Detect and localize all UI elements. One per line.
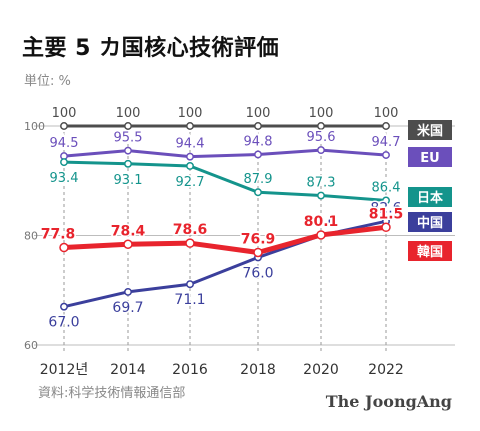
data-label-EU: 95.5: [114, 131, 143, 146]
x-tick-label: 2014: [110, 362, 146, 378]
data-point-日本: [60, 158, 68, 167]
data-point-韓国: [253, 247, 263, 258]
data-point-韓国: [123, 239, 133, 250]
legend-label-韓国: 韓国: [417, 244, 443, 260]
legend-swatch-中国: [408, 212, 452, 232]
chart-title: 主要 5 カ国核心技術評価: [22, 36, 280, 61]
data-point-日本: [254, 188, 262, 197]
data-label-日本: 87.3: [307, 176, 336, 191]
data-point-日本: [317, 191, 325, 200]
x-tick-label: 2016: [172, 362, 208, 378]
data-label-米国: 100: [246, 106, 271, 121]
x-tick-label: 2022: [368, 362, 404, 378]
data-point-韓国: [185, 238, 195, 248]
data-label-EU: 94.5: [50, 136, 79, 151]
x-tick-label: 2018: [240, 362, 276, 378]
series-line-韓国: [63, 224, 387, 255]
brand-logo: The JoongAng: [325, 392, 452, 411]
y-tick-label: 100: [24, 120, 45, 133]
legend-label-日本: 日本: [417, 190, 443, 206]
data-label-日本: 92.7: [176, 175, 205, 190]
data-point-EU: [254, 150, 262, 159]
data-label-韓国: 76.9: [241, 231, 276, 247]
data-label-米国: 100: [178, 106, 203, 121]
data-label-米国: 100: [374, 106, 399, 121]
source-note: 資料:科学技術情報通信部: [38, 386, 186, 401]
legend-label-米国: 米国: [417, 123, 443, 139]
data-label-中国: 71.1: [174, 292, 205, 308]
data-label-EU: 94.4: [176, 137, 205, 152]
data-point-EU: [317, 146, 325, 155]
data-label-日本: 86.4: [372, 180, 401, 195]
data-label-EU: 94.8: [244, 134, 273, 149]
data-point-米国: [254, 122, 262, 130]
data-label-韓国: 78.6: [173, 222, 208, 238]
data-point-韓国: [59, 242, 69, 253]
data-label-韓国: 81.5: [369, 206, 404, 222]
data-label-韓国: 77.8: [41, 227, 76, 243]
legend-swatch-日本: [408, 187, 452, 207]
data-label-米国: 100: [116, 106, 141, 121]
data-label-日本: 87.9: [244, 172, 273, 187]
data-point-米国: [382, 122, 390, 130]
data-point-EU: [186, 152, 194, 161]
data-point-韓国: [381, 222, 391, 233]
data-label-中国: 67.0: [48, 315, 79, 331]
data-point-米国: [60, 122, 68, 130]
data-point-米国: [317, 122, 325, 130]
data-point-EU: [382, 151, 390, 159]
data-label-米国: 100: [52, 106, 77, 121]
data-point-中国: [60, 302, 68, 311]
data-point-米国: [124, 122, 132, 130]
legend-swatch-米国: [408, 120, 452, 140]
data-label-日本: 93.1: [114, 173, 143, 188]
data-point-韓国: [316, 230, 326, 240]
data-label-中国: 69.7: [112, 300, 143, 316]
data-label-EU: 95.6: [307, 130, 336, 145]
legend-swatch-EU: [408, 147, 452, 167]
data-point-日本: [186, 162, 194, 170]
unit-label: 単位: %: [24, 74, 71, 89]
data-point-EU: [124, 146, 132, 155]
legend-label-EU: EU: [420, 151, 439, 166]
data-point-日本: [124, 159, 132, 168]
series-line-EU: [63, 148, 387, 159]
data-label-中国: 80.0: [305, 215, 336, 231]
legend-label-中国: 中国: [417, 215, 443, 231]
data-point-米国: [186, 122, 194, 130]
series-line-日本: [63, 160, 387, 202]
y-tick-label: 60: [24, 339, 38, 352]
data-point-日本: [382, 196, 390, 205]
data-label-米国: 100: [309, 106, 334, 121]
data-label-韓国: 78.4: [111, 223, 146, 239]
x-tick-label: 2012년: [40, 362, 89, 378]
data-label-日本: 93.4: [50, 171, 79, 186]
legend-swatch-韓国: [408, 241, 452, 261]
data-point-中国: [124, 287, 132, 296]
data-label-EU: 94.7: [372, 135, 401, 150]
data-label-韓国: 80.1: [304, 214, 339, 230]
data-label-中国: 76.0: [242, 265, 273, 281]
x-tick-label: 2020: [303, 362, 339, 378]
data-point-中国: [186, 280, 194, 289]
y-tick-label: 80: [24, 230, 38, 243]
data-label-中国: 82.6: [370, 200, 401, 216]
